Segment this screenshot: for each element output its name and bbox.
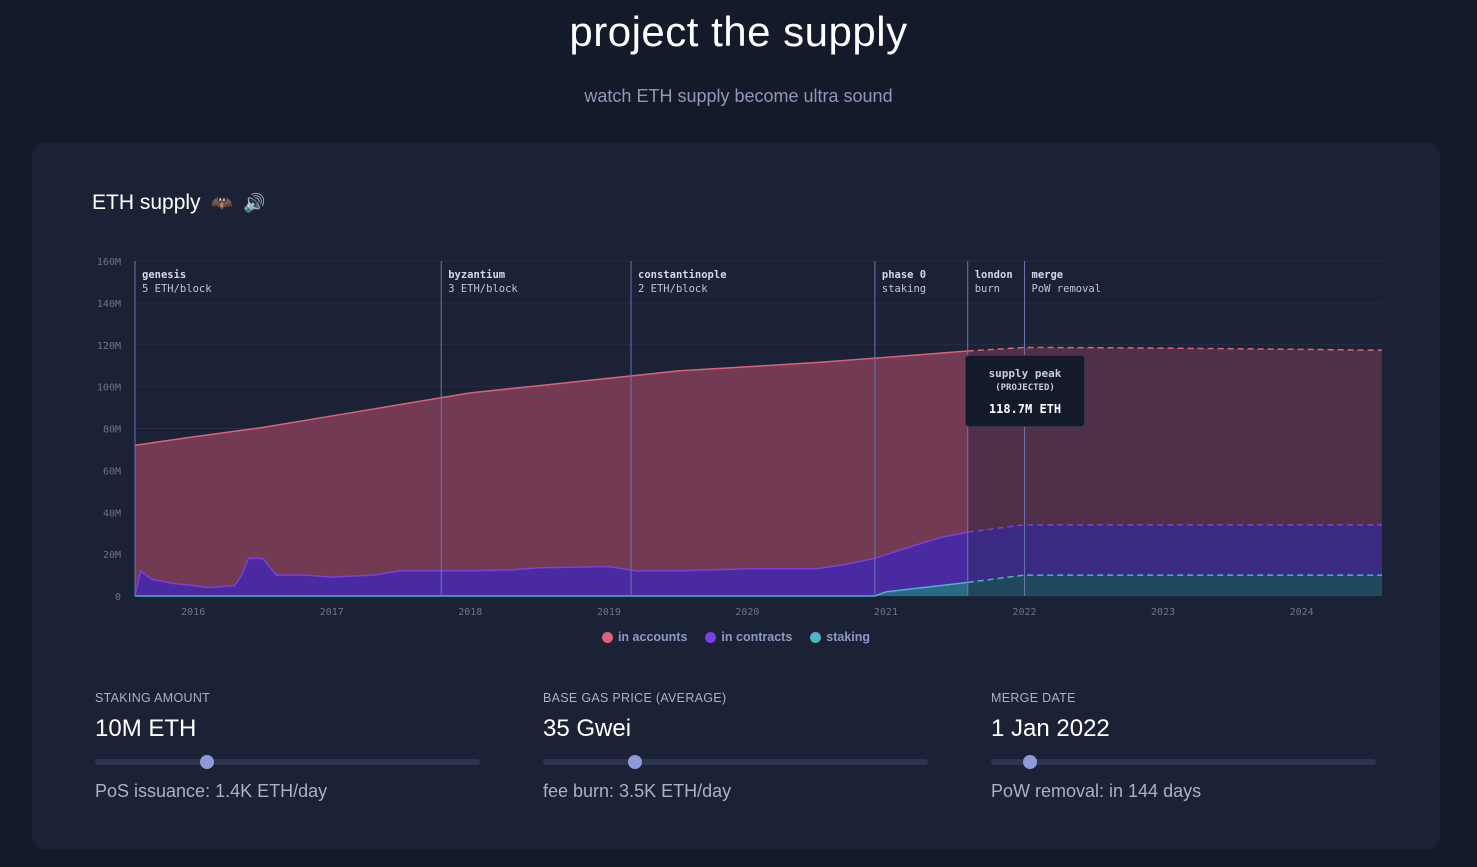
merge-date-slider-thumb[interactable]: [1022, 755, 1037, 769]
y-tick-label: 80M: [103, 425, 121, 436]
accounts-area-actual: [135, 351, 968, 596]
supply-chart-card: ETH supply 🦇 🔊 0 20M 40M 60M 80M 100M 120M 140M…: [32, 143, 1440, 849]
y-tick-label: 160M: [97, 257, 121, 268]
legend-dot-staking: [810, 631, 822, 643]
page-title: project the supply: [569, 8, 908, 55]
staking-line-projected: [967, 574, 1382, 584]
event-marker-detail: PoW removal: [1032, 283, 1102, 295]
merge-date-value: 1 Jan 2022: [991, 715, 1110, 742]
contracts-line-actual: [134, 531, 968, 597]
event-marker-name: constantinople: [638, 269, 727, 281]
y-tick-label: 0: [115, 592, 121, 603]
y-tick-label: 40M: [103, 508, 121, 519]
card-title: ETH supply 🦇 🔊: [92, 191, 265, 215]
x-tick-label: 2024: [1290, 607, 1314, 618]
page-subtitle: watch ETH supply become ultra sound: [584, 86, 893, 106]
legend-dot-contracts: [705, 631, 717, 643]
event-marker-detail: 3 ETH/block: [448, 283, 518, 295]
legend-label-staking: staking: [826, 630, 871, 644]
pos-issuance-note: PoS issuance: 1.4K ETH/day: [95, 781, 328, 801]
event-marker-name: london: [975, 269, 1013, 281]
accounts-line-actual: [134, 350, 968, 446]
merge-date-control: MERGE DATE 1 Jan 2022 PoW removal: in 14…: [991, 691, 1376, 802]
staking-line-actual: [135, 581, 968, 597]
event-marker-detail: 2 ETH/block: [638, 283, 708, 295]
gas-price-slider-thumb[interactable]: [628, 755, 643, 769]
event-marker-name: byzantium: [448, 269, 505, 281]
gas-price-value: 35 Gwei: [543, 715, 632, 742]
y-tick-label: 100M: [97, 383, 121, 394]
merge-date-label: MERGE DATE: [991, 691, 1076, 705]
gas-price-control: BASE GAS PRICE (AVERAGE) 35 Gwei fee bur…: [543, 691, 928, 802]
event-marker-name: phase 0: [882, 269, 926, 281]
card-title-text: ETH supply: [92, 191, 201, 214]
legend-item-accounts[interactable]: in accounts: [601, 630, 688, 644]
y-tick-label: 20M: [103, 550, 121, 561]
staking-amount-value: 10M ETH: [95, 715, 197, 742]
gas-price-slider[interactable]: [543, 755, 928, 769]
staking-amount-slider[interactable]: [95, 755, 480, 769]
x-tick-label: 2020: [735, 607, 759, 618]
contracts-area-actual: [135, 532, 968, 596]
event-marker-detail: staking: [882, 283, 926, 295]
event-marker-name: genesis: [142, 269, 186, 281]
legend-item-staking[interactable]: staking: [810, 630, 870, 644]
y-tick-label: 60M: [103, 466, 121, 477]
speaker-icon[interactable]: 🔊: [242, 192, 266, 213]
staking-amount-slider-thumb[interactable]: [199, 755, 214, 769]
x-tick-label: 2019: [597, 607, 621, 618]
x-tick-label: 2016: [181, 607, 205, 618]
contracts-line-projected: [967, 524, 1382, 533]
staking-area-actual: [135, 582, 968, 596]
event-marker-name: merge: [1032, 269, 1064, 281]
staking-area-projected: [967, 575, 1382, 596]
merge-date-slider[interactable]: [991, 755, 1376, 769]
event-marker-detail: 5 ETH/block: [142, 283, 212, 295]
pow-removal-note: PoW removal: in 144 days: [991, 781, 1202, 801]
legend-label-accounts: in accounts: [617, 630, 688, 644]
legend-item-contracts[interactable]: in contracts: [705, 630, 792, 644]
tooltip-value: 118.7M ETH: [988, 402, 1062, 416]
y-tick-label: 140M: [97, 299, 121, 310]
staking-amount-label: STAKING AMOUNT: [95, 691, 211, 705]
legend-label-contracts: in contracts: [721, 630, 793, 644]
gas-price-label: BASE GAS PRICE (AVERAGE): [543, 691, 727, 705]
accounts-line-projected: [967, 346, 1383, 352]
supply-chart: 0 20M 40M 60M 80M 100M 120M 140M 160M 2016 2017 201…: [97, 257, 1383, 618]
event-marker-detail: burn: [975, 283, 1000, 295]
fee-burn-note: fee burn: 3.5K ETH/day: [543, 781, 732, 801]
x-tick-label: 2017: [320, 607, 344, 618]
tooltip-title: supply peak: [988, 367, 1062, 380]
supply-peak-tooltip: supply peak (PROJECTED) 118.7M ETH: [965, 355, 1085, 427]
x-tick-label: 2023: [1151, 607, 1175, 618]
staking-amount-control: STAKING AMOUNT 10M ETH PoS issuance: 1.4…: [95, 691, 480, 802]
legend-dot-accounts: [601, 631, 613, 643]
x-tick-label: 2022: [1012, 607, 1036, 618]
bat-icon[interactable]: 🦇: [210, 192, 233, 213]
projection-controls: STAKING AMOUNT 10M ETH PoS issuance: 1.4…: [32, 691, 1440, 831]
chart-legend: in accounts in contracts staking: [32, 630, 1440, 644]
x-tick-label: 2021: [874, 607, 898, 618]
tooltip-subtitle: (PROJECTED): [995, 383, 1055, 393]
x-tick-label: 2018: [458, 607, 482, 618]
y-tick-label: 120M: [97, 341, 121, 352]
